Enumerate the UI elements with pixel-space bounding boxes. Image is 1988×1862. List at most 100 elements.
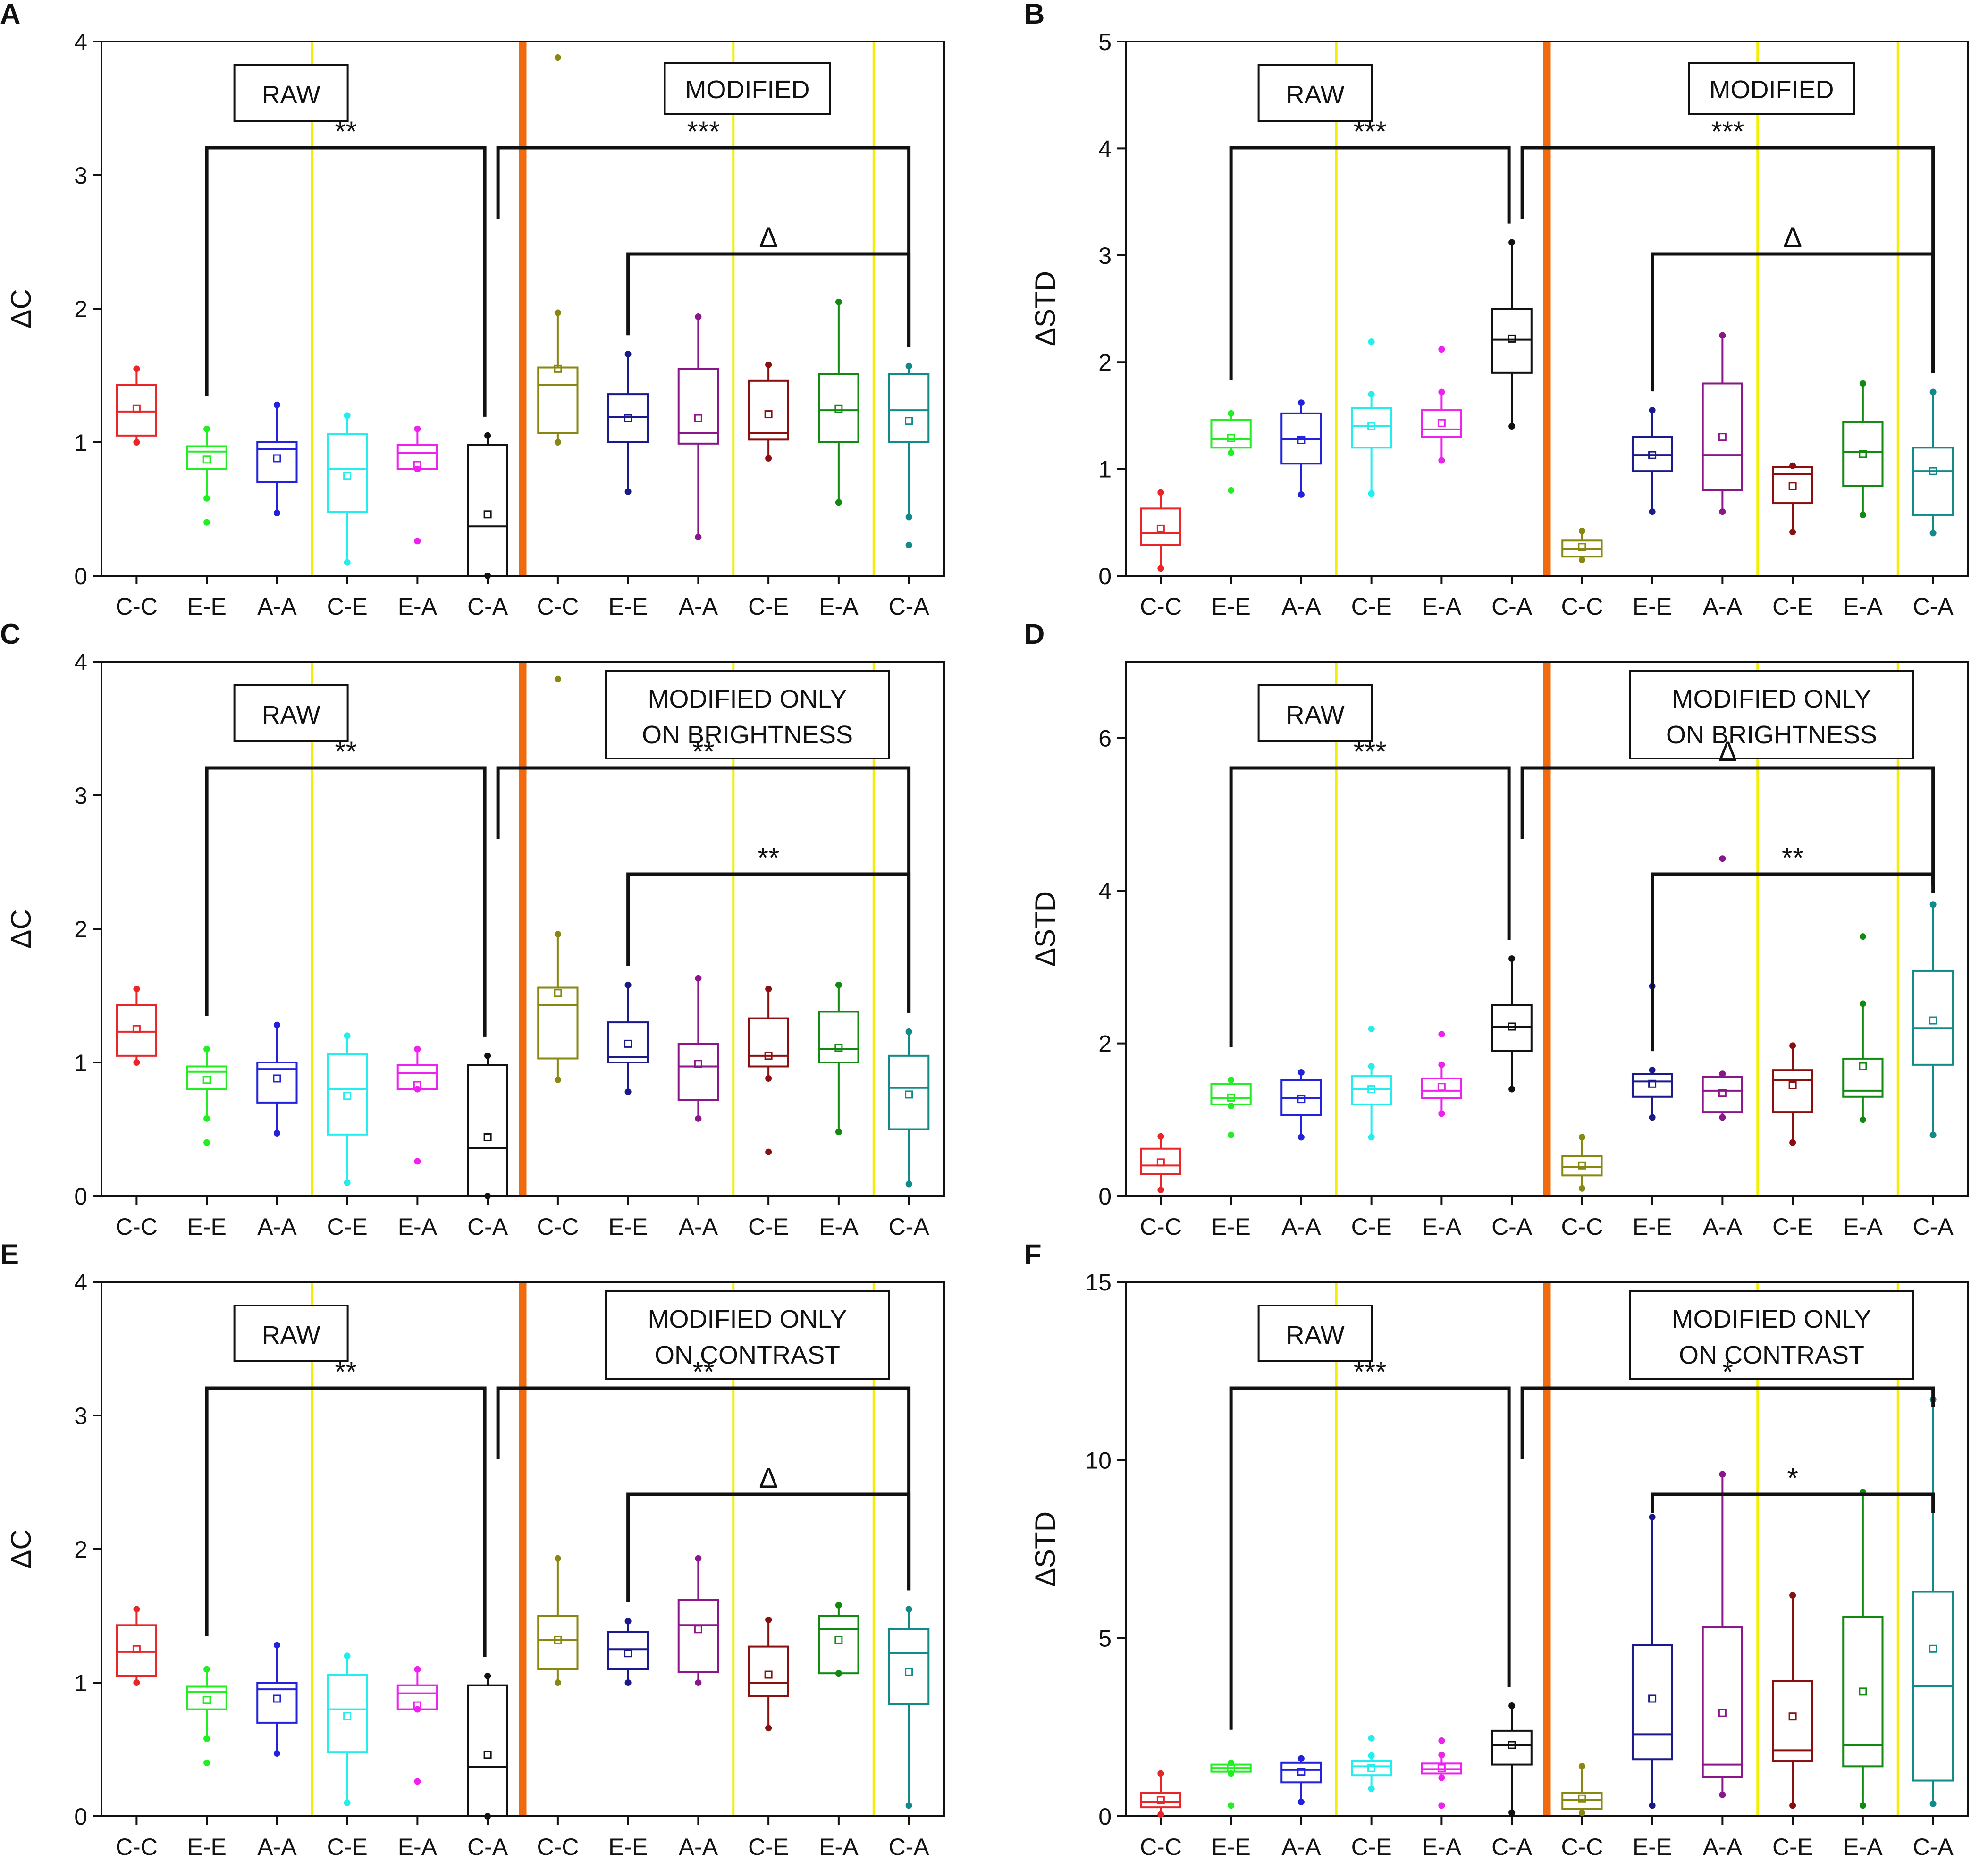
box-mean-marker — [764, 1670, 773, 1679]
box-max-marker — [133, 1606, 140, 1613]
box-min-marker — [133, 1679, 140, 1686]
box-0 — [116, 986, 158, 1066]
box-9 — [748, 986, 789, 1155]
box-2 — [256, 401, 298, 516]
box-mean-marker — [1578, 1161, 1586, 1170]
significance-bracket — [205, 1386, 487, 1657]
x-tick-label: C-E — [1772, 1834, 1813, 1860]
box-max-marker — [765, 361, 772, 368]
box-iqr — [116, 1004, 158, 1057]
box-min-marker — [1508, 1086, 1516, 1093]
box-max-marker — [203, 1045, 211, 1053]
box-min-marker — [765, 1075, 772, 1082]
box-7 — [607, 981, 649, 1095]
box-mean-marker — [1718, 1709, 1727, 1717]
box-mean-marker — [1859, 1062, 1867, 1070]
x-tick-label: E-A — [398, 593, 438, 620]
box-iqr — [1631, 1073, 1673, 1098]
y-tick-label: 6 — [1098, 725, 1112, 752]
box-3 — [1350, 338, 1392, 497]
box-max-marker — [1297, 1755, 1305, 1762]
box-mean-marker — [273, 454, 281, 463]
box-outlier — [1228, 1802, 1235, 1809]
box-1 — [186, 425, 227, 526]
box-min-marker — [1438, 457, 1445, 464]
box-mean-marker — [1718, 1089, 1727, 1097]
box-max-marker — [133, 986, 140, 993]
box-mean-marker — [343, 1712, 352, 1720]
box-min-marker — [905, 514, 912, 521]
x-tick-label: C-A — [1913, 1834, 1954, 1860]
box-max-marker — [624, 1618, 632, 1625]
y-axis-label: ΔSTD — [1029, 891, 1061, 967]
y-tick-label: 3 — [74, 162, 87, 189]
box-max-marker — [1578, 527, 1585, 534]
box-max-marker — [1297, 1069, 1305, 1076]
box-min-marker — [554, 439, 561, 446]
box-5 — [1491, 955, 1533, 1093]
box-3 — [326, 1652, 368, 1806]
box-min-marker — [1649, 1802, 1656, 1809]
box-5 — [467, 1052, 508, 1199]
box-max-marker — [695, 313, 702, 320]
x-tick-label: E-E — [187, 593, 226, 620]
box-max-marker — [1859, 380, 1866, 387]
box-max-marker — [344, 412, 351, 419]
box-max-marker — [835, 1601, 842, 1609]
title-modified: MODIFIED — [1710, 76, 1834, 104]
box-5 — [1491, 1702, 1533, 1816]
box-min-marker — [1719, 508, 1726, 515]
y-tick-label: 1 — [74, 1050, 87, 1076]
title-raw: RAW — [262, 701, 320, 729]
box-outlier — [554, 675, 561, 682]
box-min-marker — [1859, 511, 1866, 518]
title-modified-line-2: ON BRIGHTNESS — [1666, 721, 1877, 749]
x-tick-label: A-A — [257, 593, 297, 620]
box-min-marker — [1297, 1134, 1305, 1141]
box-iqr — [1842, 1616, 1884, 1768]
box-mean-marker — [483, 510, 492, 519]
y-tick-label: 4 — [74, 1269, 87, 1296]
x-tick-label: E-A — [819, 593, 859, 620]
box-max-marker — [765, 986, 772, 993]
box-min-marker — [1297, 491, 1305, 498]
box-6 — [1561, 527, 1603, 564]
y-tick-label: 0 — [74, 1803, 87, 1830]
significance-bracket — [205, 146, 487, 417]
box-mean-marker — [1648, 451, 1657, 459]
box-max-marker — [484, 1672, 491, 1679]
box-outlier — [203, 1139, 211, 1146]
box-9 — [1772, 1592, 1813, 1809]
significance-bracket — [1229, 766, 1511, 1047]
box-outlier — [414, 538, 421, 545]
box-min-marker — [1157, 565, 1164, 572]
y-tick-label: 1 — [74, 1670, 87, 1696]
box-iqr — [677, 1599, 719, 1673]
box-mean-marker — [1437, 1764, 1446, 1772]
box-mean-marker — [905, 1668, 913, 1676]
box-8 — [1702, 855, 1744, 1121]
box-max-marker — [695, 975, 702, 982]
x-tick-label: C-E — [748, 593, 789, 620]
box-mean-marker — [1788, 482, 1797, 490]
box-max-marker — [554, 1555, 561, 1562]
box-outlier — [1368, 1735, 1375, 1742]
y-tick-label: 3 — [74, 783, 87, 809]
title-box-raw — [233, 684, 349, 742]
box-0 — [116, 1606, 158, 1686]
y-tick-label: 4 — [74, 29, 87, 55]
box-iqr — [1140, 507, 1182, 546]
box-outlier — [414, 1778, 421, 1785]
box-10 — [818, 981, 859, 1136]
box-min-marker — [1649, 1114, 1656, 1121]
box-max-marker — [344, 1032, 351, 1039]
box-min-marker — [133, 1059, 140, 1066]
y-tick-label: 2 — [1098, 349, 1112, 376]
box-mean-marker — [834, 404, 843, 413]
box-iqr — [818, 1615, 859, 1675]
box-max-marker — [624, 981, 632, 988]
box-mean-marker — [1367, 1764, 1376, 1772]
y-tick-label: 0 — [1098, 563, 1112, 590]
box-iqr — [326, 1674, 368, 1753]
box-iqr — [396, 1064, 438, 1090]
